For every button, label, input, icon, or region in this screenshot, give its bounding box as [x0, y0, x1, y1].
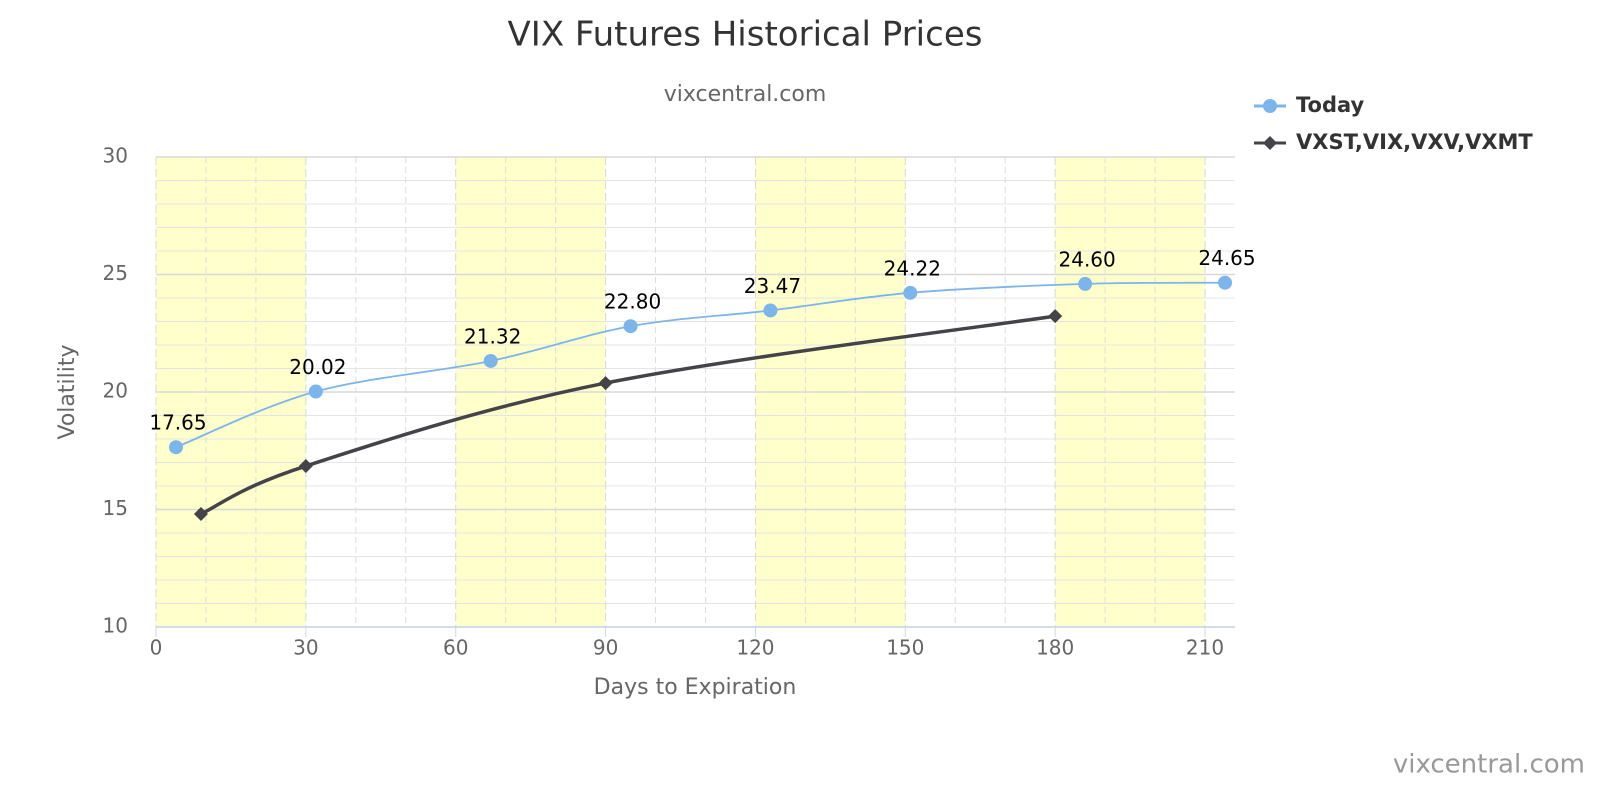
- circle-marker: [308, 384, 323, 399]
- credit: vixcentral.com: [1393, 750, 1585, 780]
- circle-marker: [763, 303, 778, 318]
- circle-marker: [903, 285, 918, 300]
- data-label: 21.32: [464, 324, 521, 348]
- circle-marker: [1078, 276, 1093, 291]
- circle-marker: [168, 440, 183, 455]
- series-line: [200, 314, 1056, 516]
- legend-item[interactable]: Today: [1254, 93, 1365, 117]
- x-tick-label: 120: [736, 636, 774, 660]
- diamond-marker: [1048, 309, 1063, 324]
- y-tick-label: 30: [103, 144, 128, 168]
- circle-marker: [623, 319, 638, 334]
- data-label: 20.02: [289, 355, 346, 379]
- legend-marker: [1263, 99, 1277, 113]
- circle-marker: [1218, 275, 1233, 290]
- legend-item[interactable]: VXST,VIX,VXV,VXMT: [1254, 130, 1533, 154]
- legend-label: VXST,VIX,VXV,VXMT: [1296, 130, 1533, 154]
- diamond-marker: [598, 376, 613, 391]
- x-tick-label: 180: [1036, 636, 1074, 660]
- y-tick-label: 25: [103, 261, 128, 285]
- data-label: 23.47: [744, 274, 801, 298]
- x-tick-label: 60: [443, 636, 468, 660]
- x-tick-label: 210: [1186, 636, 1224, 660]
- chart-subtitle: vixcentral.com: [664, 82, 827, 107]
- data-label: 24.22: [884, 256, 941, 280]
- x-tick-label: 30: [293, 636, 318, 660]
- data-label: 17.65: [149, 411, 206, 435]
- y-axis-label: Volatility: [55, 344, 80, 439]
- data-label: 22.80: [604, 290, 661, 314]
- y-tick-label: 20: [103, 379, 128, 403]
- x-axis-label: Days to Expiration: [594, 675, 797, 700]
- series-line: [175, 281, 1226, 449]
- circle-marker: [483, 353, 498, 368]
- data-label: 24.60: [1059, 247, 1116, 271]
- x-tick-label: 90: [593, 636, 618, 660]
- x-tick-label: 150: [886, 636, 924, 660]
- y-tick-label: 15: [103, 496, 128, 520]
- chart-title: VIX Futures Historical Prices: [508, 15, 983, 55]
- data-label: 24.65: [1198, 246, 1255, 270]
- legend-marker: [1263, 136, 1277, 150]
- y-tick-label: 10: [103, 614, 128, 638]
- x-tick-label: 0: [150, 636, 163, 660]
- diamond-marker: [193, 506, 208, 521]
- legend-label: Today: [1296, 93, 1365, 117]
- diamond-marker: [298, 459, 313, 474]
